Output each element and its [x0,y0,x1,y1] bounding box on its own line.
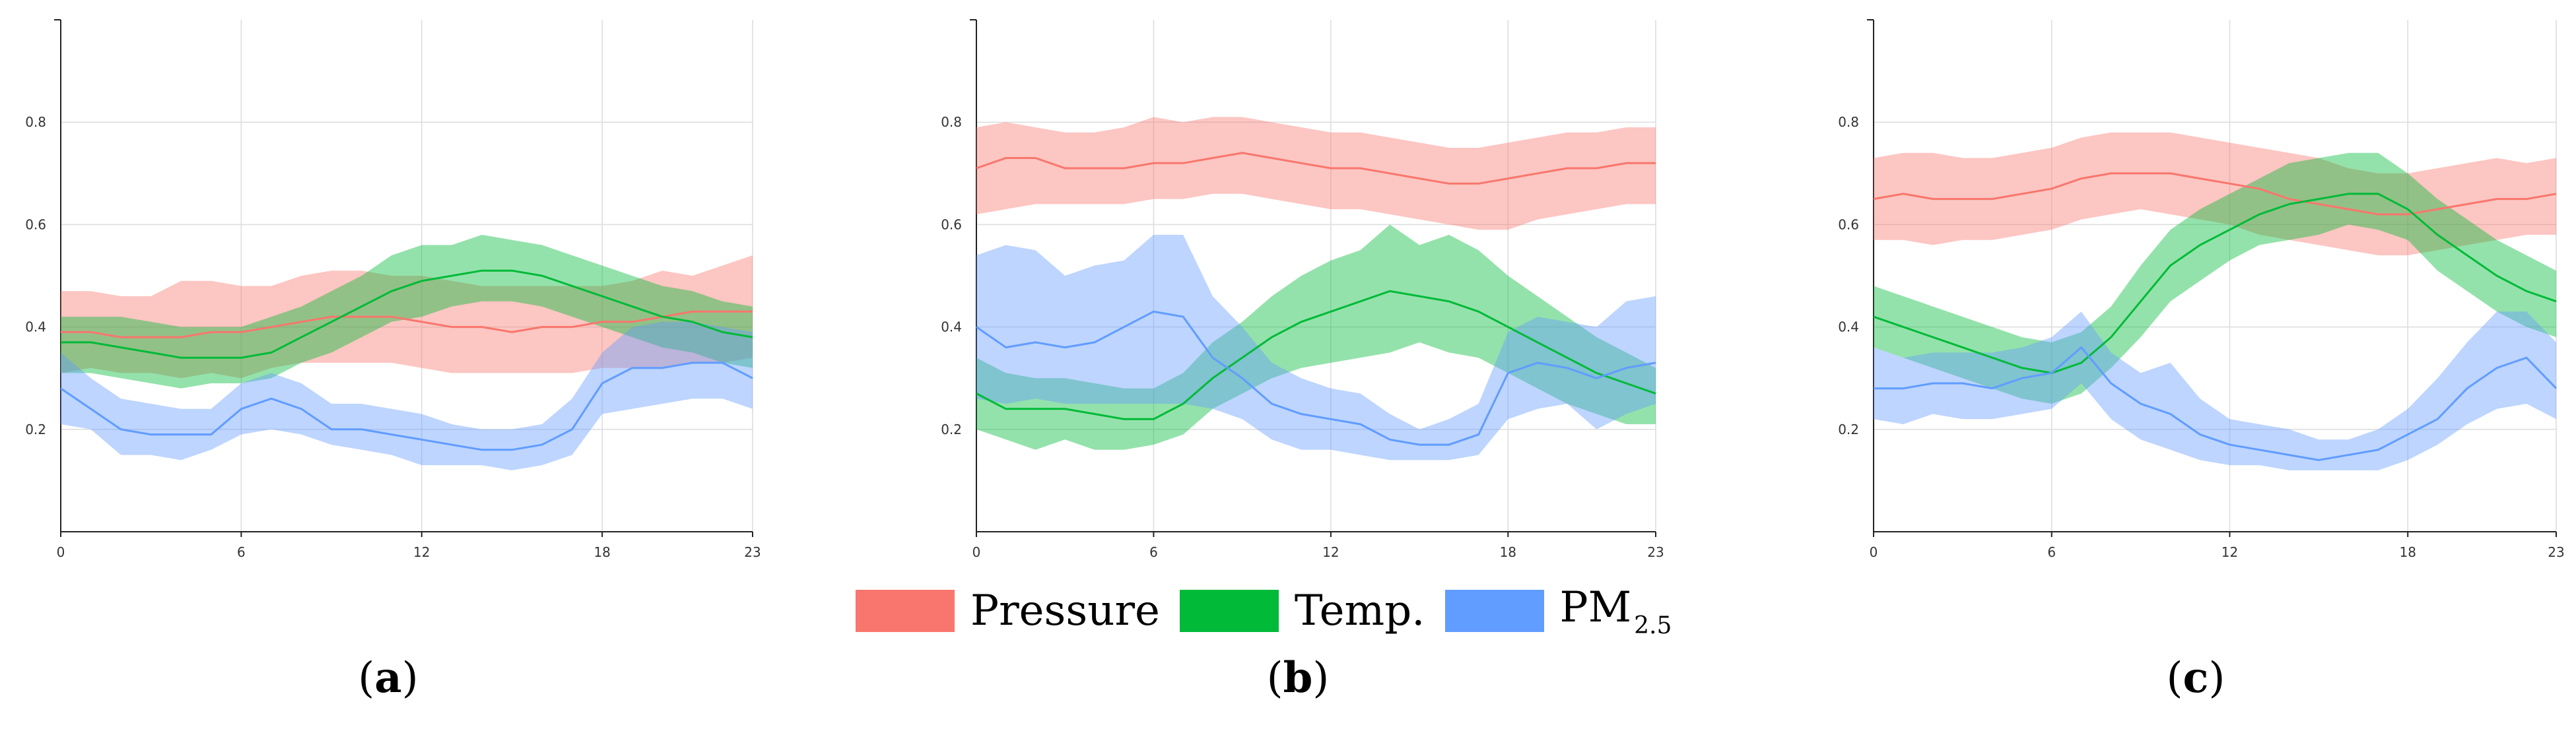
x-tick-label-6: 6 [237,544,246,560]
band-pressure-c [1874,132,2556,255]
line-temp-b [976,290,1656,420]
chart-panel-a: 0 6 12 18 23 0.2 0.4 0.6 0.8 [25,19,761,560]
band-pm25-b [976,234,1656,460]
y-tick-label-0.2: 0.2 [941,422,962,437]
line-pm25-c [1874,346,2558,461]
y-tick-label-0.6: 0.6 [941,216,962,232]
line-pressure-a [61,310,753,338]
legend-label-temp: Temp. [1294,586,1425,635]
panel-label-a: (a) [358,653,419,703]
x-tick-label-6: 6 [1149,544,1158,560]
x-tick-label-18: 18 [1500,544,1516,560]
band-temp-c [1874,152,2556,404]
line-pressure-c [1873,172,2557,216]
y-tick-label-0.2: 0.2 [25,422,46,437]
band-pressure-a [61,255,753,379]
legend: Pressure Temp. PM 2.5 [856,583,1691,639]
panel-letter-c: c [2183,653,2209,703]
panel-letter-a: a [374,653,402,703]
y-tick-label-0.8: 0.8 [941,114,962,130]
x-tick-label-0: 0 [1870,544,1878,560]
chart-panel-b: 0 6 12 18 23 0.2 0.4 0.6 0.8 [941,19,1664,560]
legend-swatch-pm [1444,590,1544,632]
y-tick-label-0.4: 0.4 [1838,319,1859,335]
y-tick-label-0.6: 0.6 [1838,216,1859,232]
line-pressure-b [976,152,1656,185]
x-tick-label-23: 23 [2548,544,2564,560]
x-tick-label-12: 12 [2221,544,2238,560]
line-temp-a [61,269,753,359]
x-tick-label-18: 18 [593,544,610,560]
panel-label-b: (b) [1266,653,1330,703]
band-temp-b [976,224,1656,450]
band-temp-a [61,234,753,389]
legend-item-pressure: Pressure [856,586,1160,635]
y-tick-label-0.2: 0.2 [1838,422,1859,437]
legend-pm-subscript: 2.5 [1634,612,1672,639]
panel-letter-b: b [1283,653,1313,703]
line-pm25-b [976,310,1656,446]
x-tick-label-6: 6 [2047,544,2056,560]
x-tick-label-18: 18 [2399,544,2416,560]
legend-item-temp: Temp. [1179,586,1425,635]
y-tick-label-0.4: 0.4 [25,319,46,335]
legend-swatch-temp [1179,590,1279,632]
band-pm25-c [1874,311,2556,470]
x-tick-label-23: 23 [1647,544,1664,560]
legend-label-pm: PM 2.5 [1560,583,1672,639]
y-tick-label-0.4: 0.4 [941,319,962,335]
band-pm25-a [61,321,753,470]
chart-panel-c: 0 6 12 18 23 0.2 0.4 0.6 0.8 [1838,19,2565,560]
legend-swatch-pressure [856,590,955,632]
x-tick-label-0: 0 [57,544,65,560]
line-pm25-a [60,362,753,451]
y-tick-label-0.6: 0.6 [25,216,46,232]
panel-label-c: (c) [2166,653,2225,703]
y-tick-label-0.8: 0.8 [1838,114,1859,130]
legend-item-pm: PM 2.5 [1444,583,1672,639]
x-tick-label-12: 12 [1322,544,1339,560]
y-tick-label-0.8: 0.8 [25,114,46,130]
legend-label-pressure: Pressure [970,586,1160,635]
x-tick-label-12: 12 [413,544,430,560]
line-temp-c [1873,193,2557,374]
x-tick-label-0: 0 [972,544,981,560]
legend-pm-base: PM [1559,583,1632,632]
x-tick-label-23: 23 [744,544,761,560]
band-pressure-b [976,117,1656,230]
